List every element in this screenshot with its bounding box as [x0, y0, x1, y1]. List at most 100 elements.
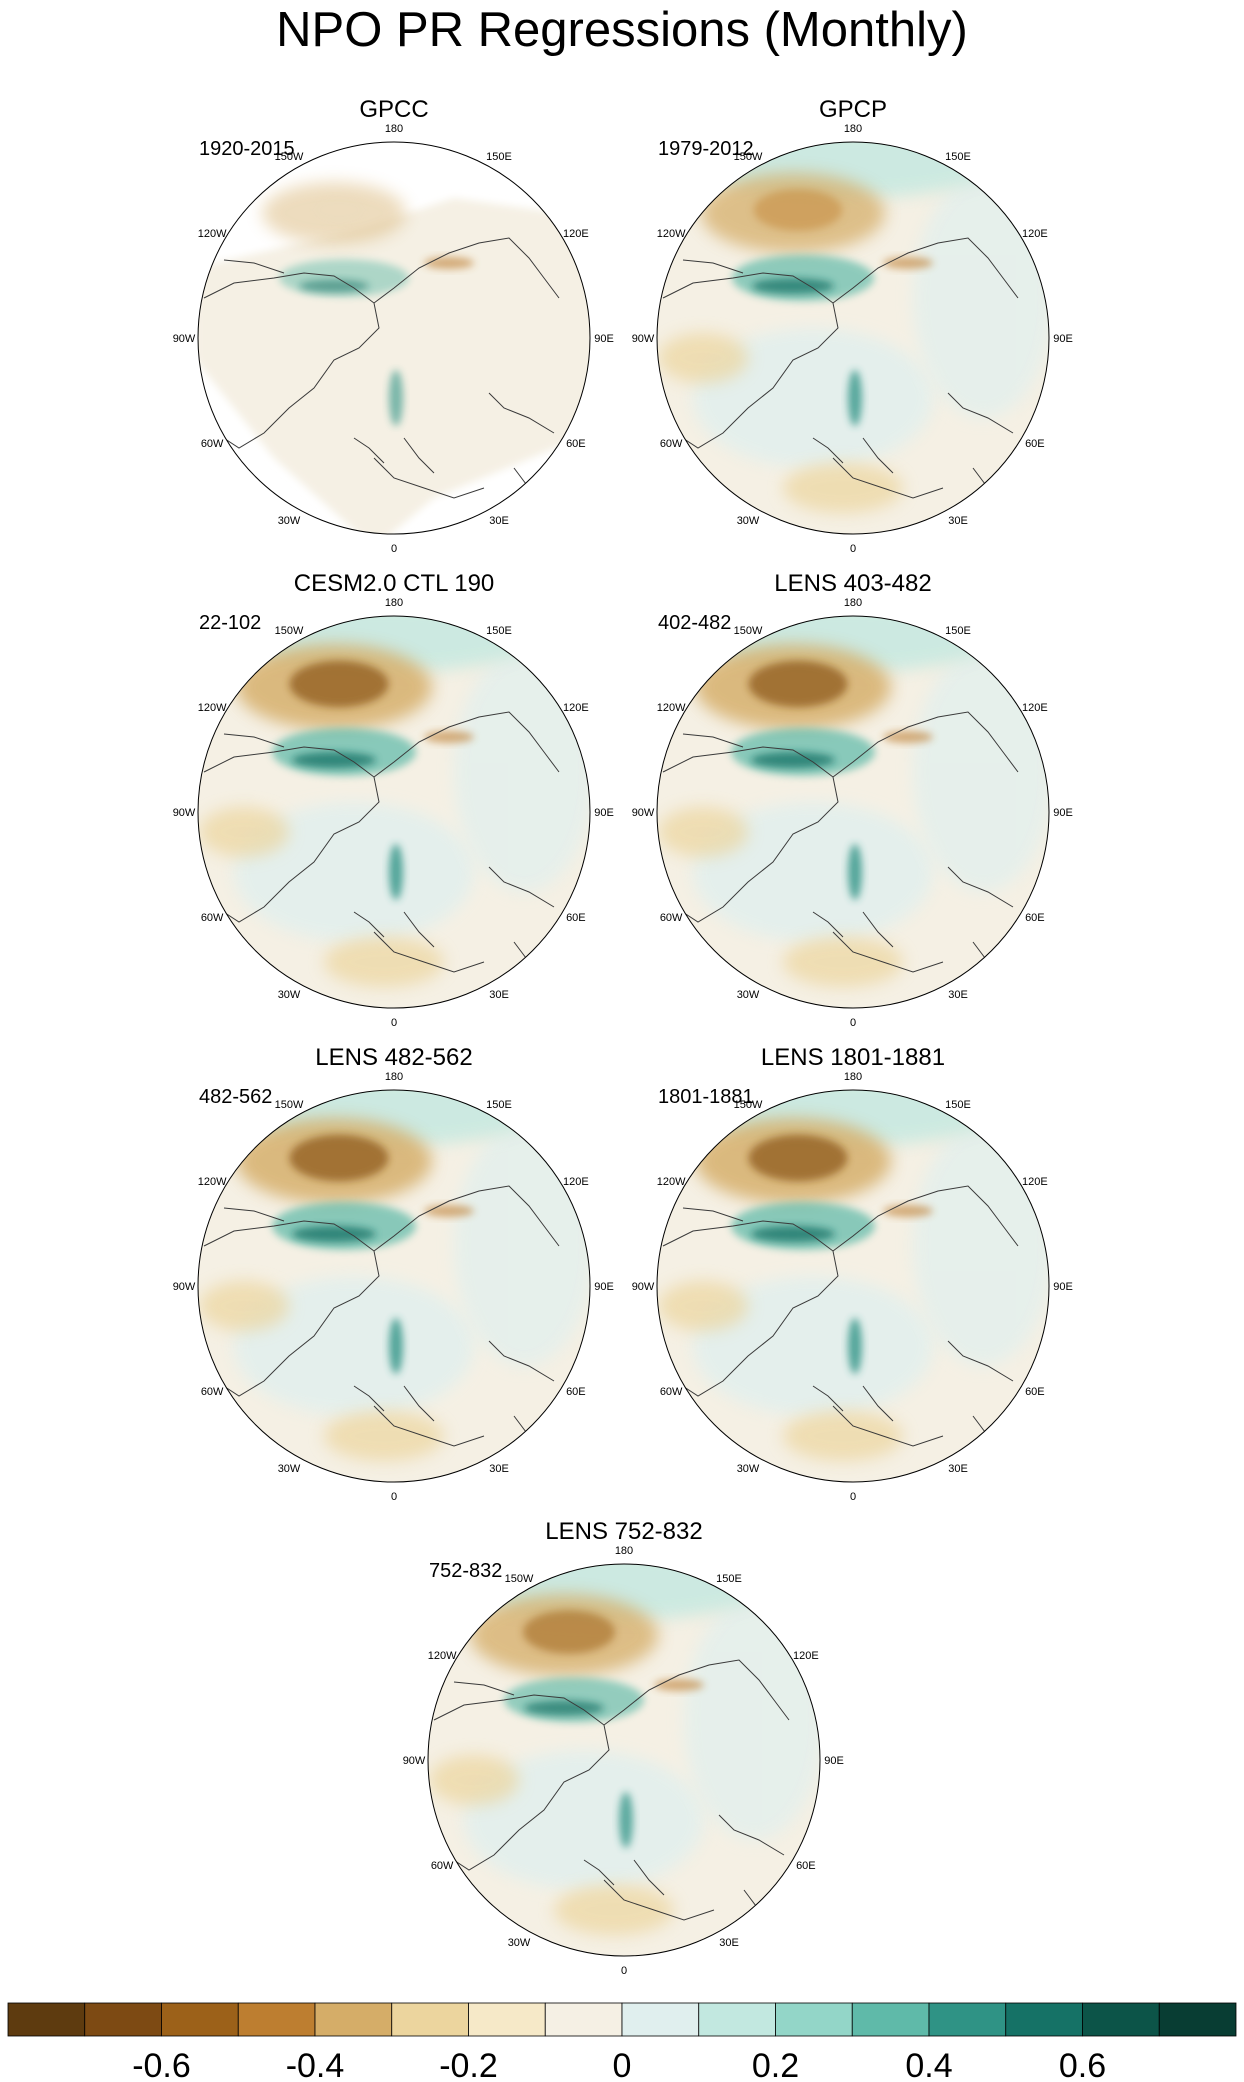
coastline-segment: [203, 272, 380, 449]
longitude-label: 60W: [201, 1386, 224, 1398]
longitude-label: 0: [391, 543, 397, 555]
longitude-label: 180: [615, 1545, 633, 1557]
longitude-label: 120W: [657, 228, 686, 240]
longitude-label: 120E: [1022, 228, 1048, 240]
map-boundary: [656, 615, 1050, 1009]
field-blob: [693, 1276, 933, 1416]
coastline-segment: [832, 1185, 1019, 1252]
coastlines: [203, 1185, 560, 1457]
coastline-segment: [662, 746, 839, 923]
colorbar-tick-label: -0.6: [132, 2047, 191, 2082]
figure-title: NPO PR Regressions (Monthly): [276, 3, 968, 57]
colorbar-tick-label: 0.6: [1059, 2047, 1106, 2082]
coastline-segment: [812, 911, 844, 938]
wet-anomaly-band: [504, 1677, 644, 1723]
longitude-label: 120W: [198, 1176, 227, 1188]
longitude-label: 180: [385, 123, 403, 135]
longitude-label: 150E: [486, 151, 512, 163]
period-label: 402-482: [658, 612, 731, 634]
longitude-label: 180: [385, 597, 403, 609]
field-blob: [913, 652, 1049, 892]
panel-title: LENS 752-832: [545, 1518, 702, 1545]
longitude-label: 0: [850, 1017, 856, 1029]
field-blob: [913, 178, 1049, 418]
longitude-label: 90E: [594, 807, 614, 819]
regression-field: [657, 1090, 1049, 1482]
panel-title: LENS 403-482: [774, 570, 931, 597]
colorbar-box: [698, 2002, 776, 2037]
coastline-segment: [203, 746, 380, 923]
coastline-segment: [353, 911, 385, 938]
coastline-segment: [373, 457, 485, 499]
wet-anomaly-core: [292, 1226, 376, 1242]
longitude-label: 150W: [505, 1573, 534, 1585]
coastline-segment: [832, 1405, 944, 1447]
longitude-label: 120E: [1022, 702, 1048, 714]
colorbar-box: [544, 2002, 623, 2037]
dry-anomaly-spot: [424, 257, 474, 269]
longitude-label: 30W: [278, 989, 301, 1001]
regression-field: [657, 616, 1049, 1008]
longitude-label: 180: [844, 597, 862, 609]
longitude-label: 60E: [1025, 912, 1045, 924]
dry-anomaly-core: [523, 1610, 615, 1654]
longitude-label: 30W: [737, 989, 760, 1001]
coastlines: [662, 711, 1019, 983]
field-blob: [684, 1600, 820, 1840]
coastline-segment: [203, 1220, 380, 1397]
dry-anomaly-spot: [883, 1205, 933, 1217]
coastline-segment: [633, 1859, 665, 1896]
longitude-label: 90W: [632, 807, 655, 819]
colorbar-box: [391, 2002, 469, 2037]
field-blob: [199, 807, 289, 857]
field-blob: [658, 1281, 748, 1331]
colorbar-box: [237, 2002, 316, 2037]
period-label: 1979-2012: [658, 138, 754, 160]
longitude-label: 90E: [1053, 1281, 1073, 1293]
longitude-label: 180: [844, 1071, 862, 1083]
coastline-segment: [832, 931, 944, 973]
coastline-segment: [662, 272, 839, 449]
coastline-segment: [223, 733, 285, 748]
field-blob: [454, 1126, 590, 1366]
longitude-label: 150W: [275, 1099, 304, 1111]
wet-anomaly-spot: [389, 844, 403, 900]
longitude-label: 120E: [1022, 1176, 1048, 1188]
wet-anomaly-band: [731, 1202, 875, 1250]
longitude-label: 60W: [201, 438, 224, 450]
coastline-segment: [662, 1220, 839, 1397]
coastlines: [662, 237, 1019, 509]
map-panel: 180 150E 120E 90E 60E 30E 0 30W 60W 90W 120W 150W GP…: [173, 96, 614, 555]
longitude-label: 60W: [660, 438, 683, 450]
map-boundary: [197, 1089, 591, 1483]
longitude-label: 90W: [632, 333, 655, 345]
longitude-label: 30E: [948, 1463, 968, 1475]
panel-grid: 180 150E 120E 90E 60E 30E 0 30W 60W 90W 120W 150W GP…: [173, 96, 1073, 1977]
wet-anomaly-spot: [848, 1318, 862, 1374]
regression-field: [198, 616, 590, 1008]
coastline-segment: [682, 259, 744, 274]
longitude-label: 150W: [275, 151, 304, 163]
longitude-label: 60W: [660, 1386, 683, 1398]
wet-anomaly-core: [752, 278, 834, 294]
coastline-segment: [862, 1385, 894, 1422]
longitude-label: 90E: [594, 333, 614, 345]
coastline-segment: [488, 392, 555, 434]
period-label: 752-832: [429, 1560, 502, 1582]
coastline-segment: [353, 1385, 385, 1412]
coastline-segment: [403, 437, 435, 474]
dry-anomaly-spot: [883, 257, 933, 269]
wet-anomaly-band: [272, 728, 416, 776]
coastline-segment: [832, 457, 944, 499]
longitude-label: 60W: [201, 912, 224, 924]
longitude-label: 60E: [566, 438, 586, 450]
coastline-segment: [488, 866, 555, 908]
map-boundary: [197, 615, 591, 1009]
field-blob: [783, 1411, 903, 1461]
longitude-label: 150E: [486, 1099, 512, 1111]
longitude-label: 30W: [737, 515, 760, 527]
field-blob: [464, 1750, 704, 1890]
field-blob: [783, 463, 903, 513]
coastline-segment: [947, 866, 1014, 908]
coastline-segment: [862, 437, 894, 474]
